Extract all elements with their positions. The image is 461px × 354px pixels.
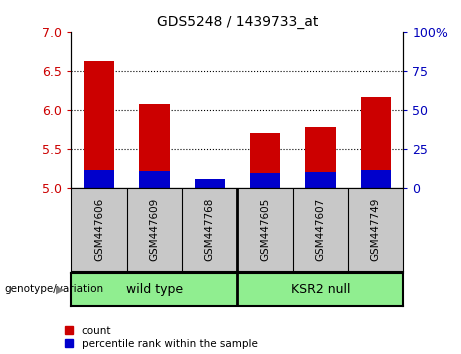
Text: GSM447607: GSM447607	[315, 198, 325, 261]
Bar	[84, 61, 114, 188]
Bar	[250, 173, 280, 188]
Bar	[195, 179, 225, 188]
Bar	[305, 172, 336, 188]
Title: GDS5248 / 1439733_at: GDS5248 / 1439733_at	[157, 16, 318, 29]
Legend: count, percentile rank within the sample: count, percentile rank within the sample	[65, 326, 258, 349]
Bar	[139, 171, 170, 188]
Bar	[84, 171, 114, 188]
Text: GSM447609: GSM447609	[149, 198, 160, 261]
Text: GSM447605: GSM447605	[260, 198, 270, 261]
Text: genotype/variation: genotype/variation	[5, 284, 104, 295]
Text: GSM447768: GSM447768	[205, 198, 215, 261]
Text: GSM447749: GSM447749	[371, 198, 381, 261]
Text: KSR2 null: KSR2 null	[290, 283, 350, 296]
Bar	[195, 184, 225, 188]
Bar	[361, 97, 391, 188]
Bar	[305, 127, 336, 188]
Bar	[250, 133, 280, 188]
Text: wild type: wild type	[126, 283, 183, 296]
Bar	[361, 171, 391, 188]
Bar	[139, 103, 170, 188]
Text: ▶: ▶	[56, 284, 64, 295]
Text: GSM447606: GSM447606	[94, 198, 104, 261]
